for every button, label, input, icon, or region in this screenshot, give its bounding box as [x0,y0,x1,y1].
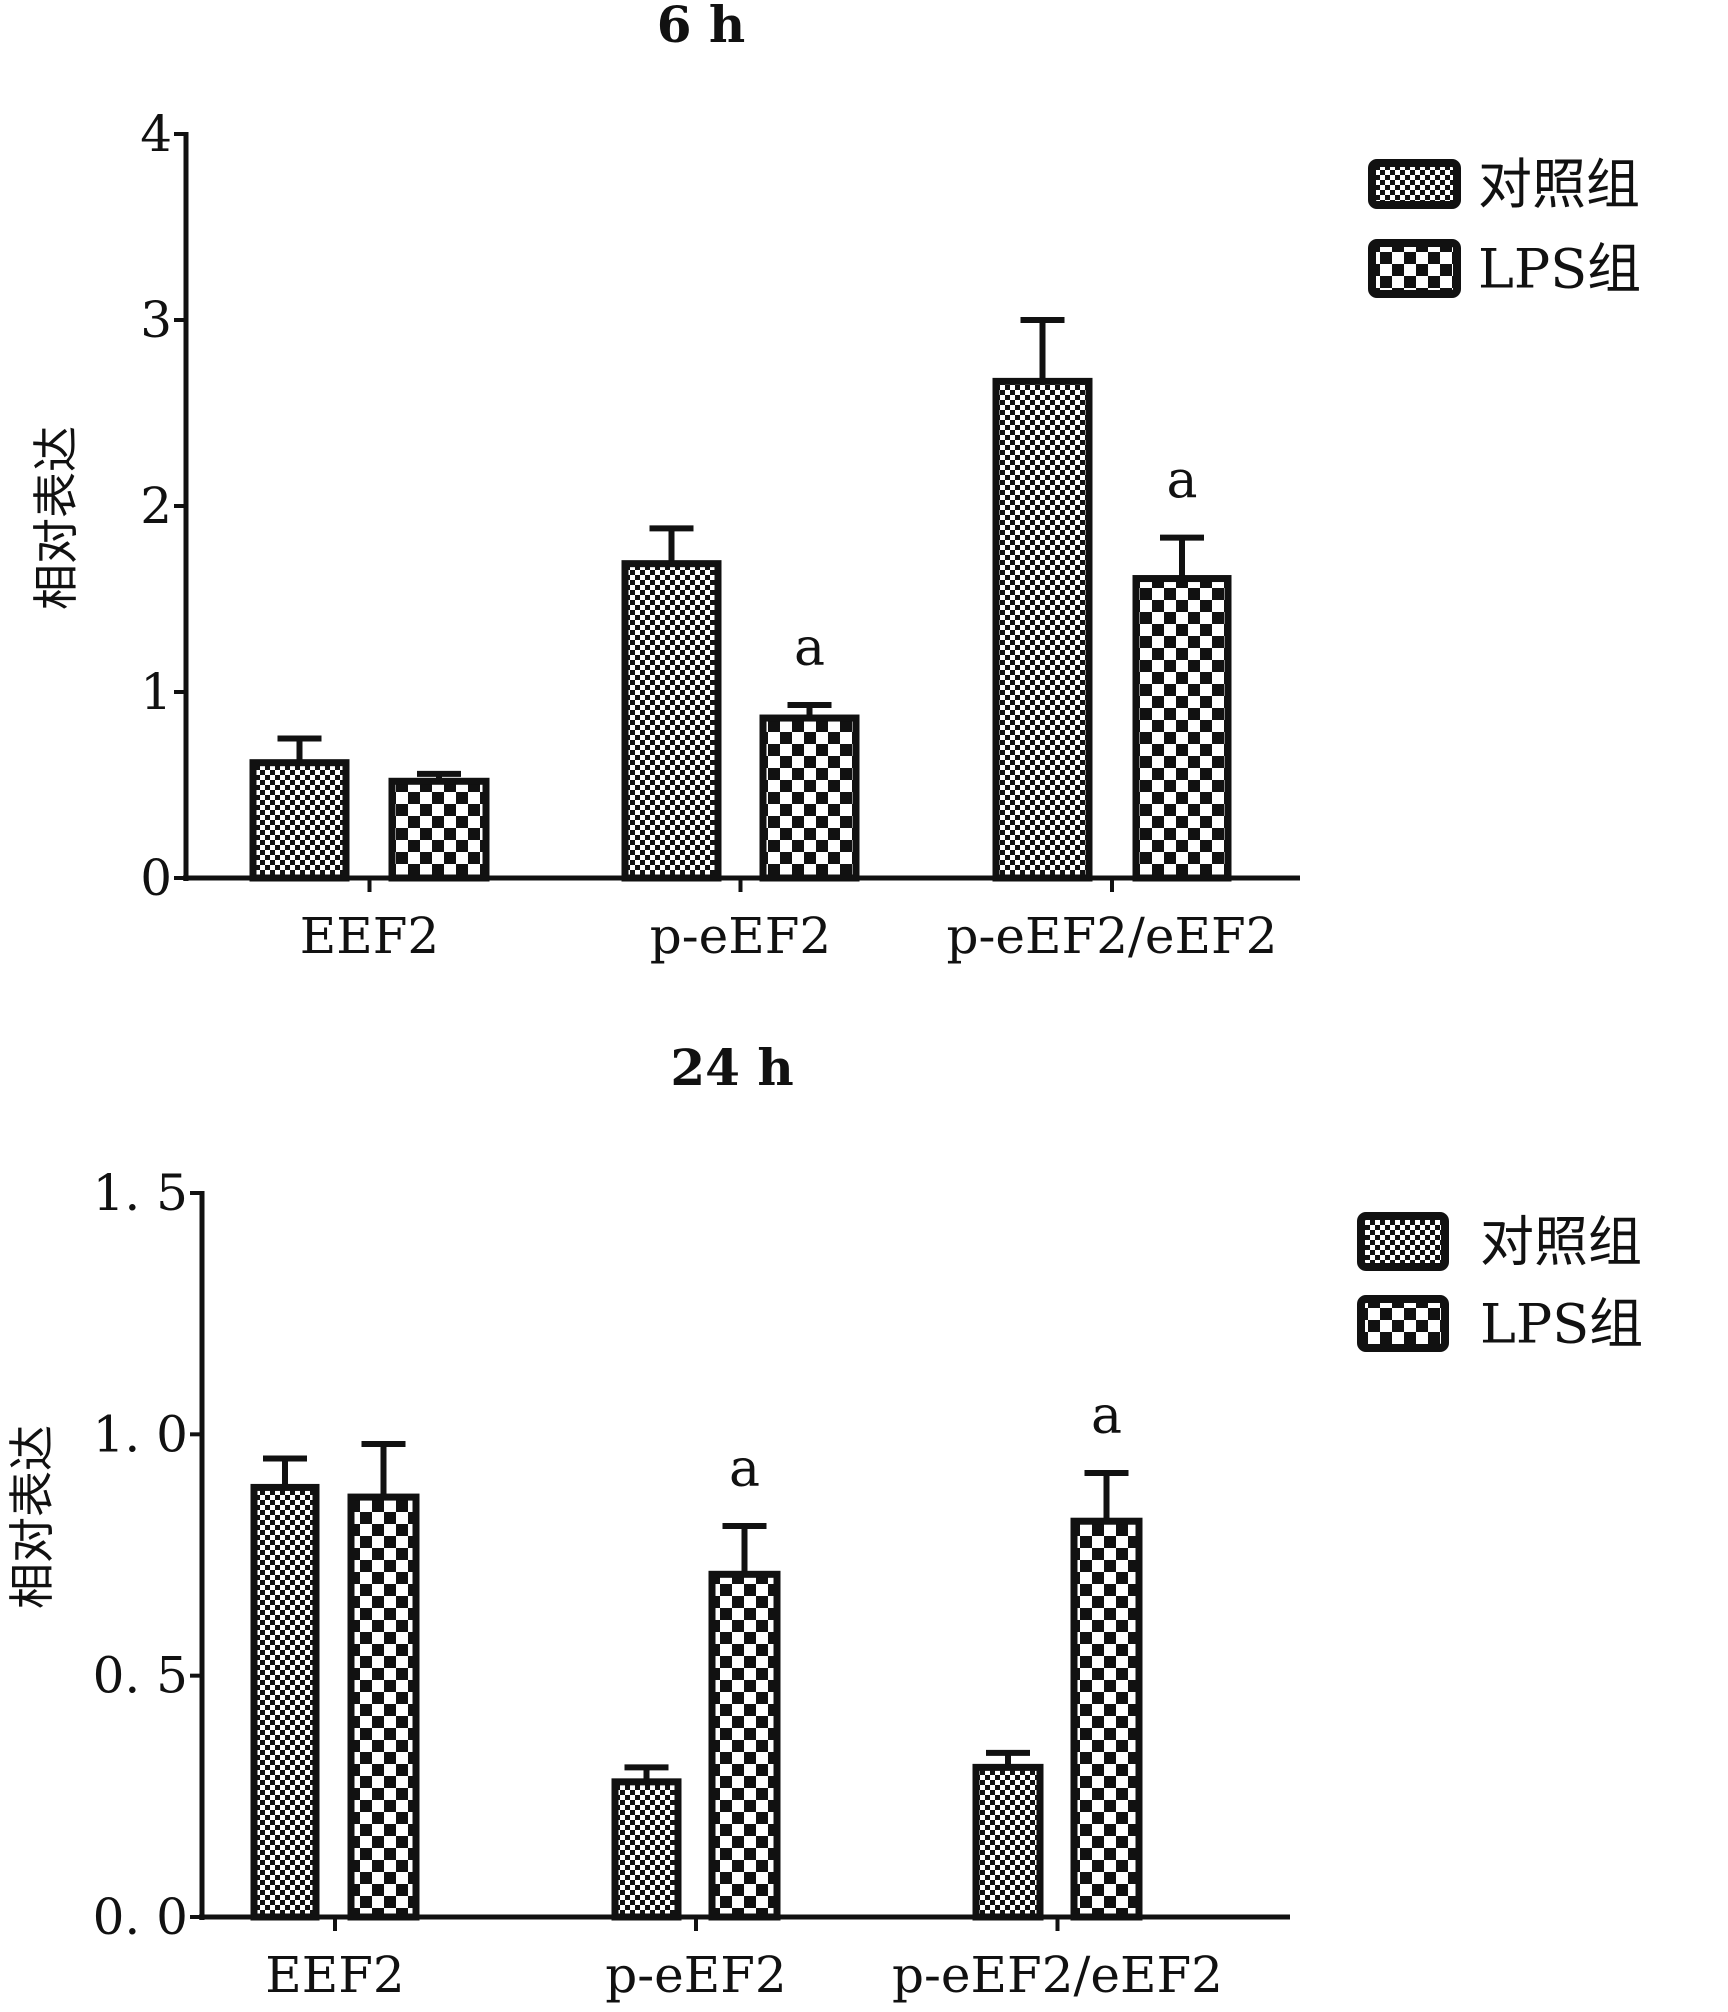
x-tick-label: p-eEF2/eEF2 [947,907,1278,965]
y-tick-label: 3 [140,291,172,349]
bar-LPS组-p-eEF2/eEF2 [1070,1517,1143,1921]
bar-对照组-EEF2 [250,1483,320,1921]
significance-label: a [1091,1386,1122,1446]
y-tick-label: 0. 0 [93,1888,188,1946]
bar-对照组-p-eEF2 [621,560,722,882]
legend-label: LPS组 [1480,1293,1643,1356]
y-tick-label: 1. 5 [93,1164,188,1222]
y-tick-label: 2 [140,477,172,535]
legend-swatch [1368,159,1461,209]
bar-LPS组-EEF2 [347,1493,420,1921]
bar-LPS组-p-eEF2 [708,1570,781,1921]
y-tick-label: 0. 5 [93,1647,188,1705]
significance-label: a [1166,451,1197,511]
legend-swatch [1368,239,1461,298]
bar-对照组-EEF2 [249,759,350,882]
y-tick-label: 1. 0 [93,1405,188,1463]
significance-label: a [729,1439,760,1499]
x-tick-label: p-eEF2/eEF2 [892,1946,1223,2004]
x-tick-label: p-eEF2 [650,907,832,965]
y-tick-label: 1 [140,663,172,721]
y-axis-label: 相对表达 [5,1425,59,1609]
x-tick-label: EEF2 [300,907,440,965]
bar-对照组-p-eEF2 [611,1778,682,1921]
legend-swatch [1357,1212,1449,1271]
chart-panel-1: 6 h 相对表达 0 1 2 3 4 EEF2 p-eEF2 p-eEF2/eEF2 对照组 a a LP… [29,0,1641,965]
legend-label: 对照组 [1478,153,1640,216]
bar-LPS组-EEF2 [388,777,490,882]
legend-label: 对照组 [1480,1211,1642,1274]
legend-swatch [1357,1295,1449,1352]
y-tick-label: 0 [140,849,172,907]
y-axis-label: 相对表达 [29,426,83,610]
significance-label: a [794,618,825,678]
bar-对照组-p-eEF2/eEF2 [992,377,1093,882]
legend-label: LPS组 [1478,238,1641,301]
chart-title: 6 h [657,0,746,54]
bar-对照组-p-eEF2/eEF2 [972,1763,1044,1921]
bar-LPS组-p-eEF2/eEF2 [1132,575,1232,882]
chart-panel-2: 24 h 相对表达 0. 0 0. 5 1. 0 1. 5 EEF2 p-eEF2 p-eEF2… [5,1038,1643,2004]
x-tick-label: p-eEF2 [605,1946,787,2004]
chart-title: 24 h [670,1038,793,1097]
x-tick-label: EEF2 [265,1946,405,2004]
bar-LPS组-p-eEF2 [759,714,860,882]
y-tick-label: 4 [140,105,172,163]
